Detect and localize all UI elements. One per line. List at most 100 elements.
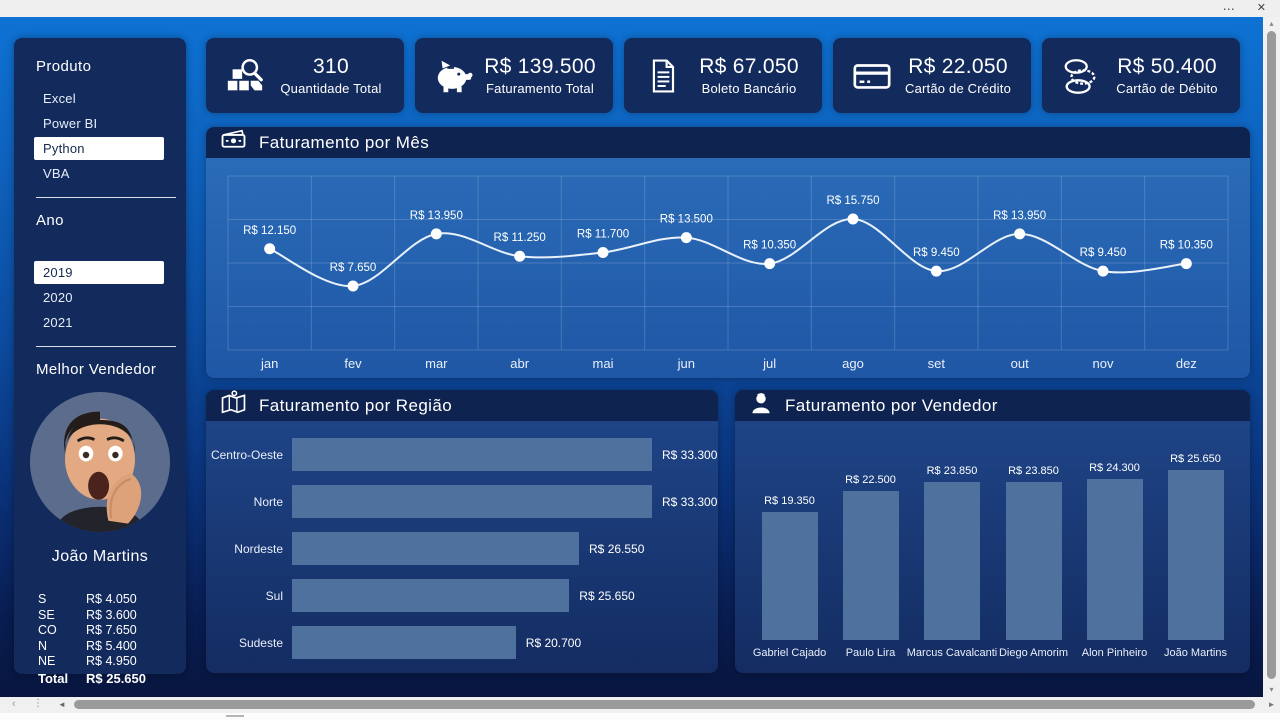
slicer-item-2020[interactable]: 2020 <box>43 290 73 305</box>
vertical-scrollbar[interactable]: ▴ ▾ <box>1263 17 1280 697</box>
bar-data-label: R$ 25.650 <box>1170 453 1221 465</box>
line-data-point[interactable] <box>680 232 692 244</box>
chevron-left-icon[interactable]: ‹ <box>12 698 16 710</box>
person-icon <box>749 391 773 420</box>
kpi-label: Cartão de Débito <box>1116 81 1218 96</box>
line-data-label: R$ 7.650 <box>330 262 377 274</box>
x-axis-tick: dez <box>1176 356 1197 371</box>
scroll-down-icon[interactable]: ▾ <box>1269 685 1274 694</box>
slicer-item-python[interactable]: Python <box>34 137 164 160</box>
panel-regiao-header: Faturamento por Região <box>206 390 718 421</box>
kpi-value: 310 <box>313 55 349 78</box>
x-axis-tick: Paulo Lira <box>845 647 896 659</box>
coins-icon <box>1058 55 1104 97</box>
scroll-up-icon[interactable]: ▴ <box>1269 19 1274 28</box>
panel-title: Faturamento por Região <box>259 395 453 415</box>
slicer-item-2019[interactable]: 2019 <box>34 261 164 284</box>
vendedor-column: R$ 23.850 Diego Amorim <box>993 465 1074 661</box>
table-row: CO R$ 7.650 <box>38 623 137 637</box>
horizontal-scrollbar[interactable]: ‹ ⋮ ◄ <box>0 697 1263 713</box>
produto-slicer: Excel Power BI Python VBA <box>34 87 186 185</box>
vendedor-bar[interactable] <box>842 490 899 640</box>
x-axis-tick: João Martins <box>1164 647 1227 659</box>
bar-data-label: R$ 33.300 <box>662 494 718 509</box>
ano-slicer: 2019 2020 2021 <box>34 261 186 334</box>
vendedor-column: R$ 19.350 Gabriel Cajado <box>749 495 830 661</box>
credit-card-icon <box>849 55 895 97</box>
bar-data-label: R$ 22.500 <box>845 473 896 486</box>
vendedor-bar[interactable] <box>761 511 818 640</box>
line-data-label: R$ 13.500 <box>660 214 713 226</box>
line-data-point[interactable] <box>1180 258 1192 270</box>
y-axis-tick: Norte <box>253 494 283 509</box>
vendedor-bar[interactable] <box>1086 478 1143 640</box>
panel-faturamento-mes: Faturamento por Mês R$ 12.150 jan R$ 7.650… <box>206 127 1250 378</box>
best-seller-avatar <box>30 392 170 532</box>
vendedor-bar[interactable] <box>1167 470 1224 640</box>
line-data-point[interactable] <box>347 280 359 292</box>
kpi-value: R$ 50.400 <box>1117 55 1217 78</box>
scroll-right-icon[interactable]: ► <box>1263 697 1280 713</box>
regiao-bar[interactable] <box>292 626 516 659</box>
horizontal-scroll-thumb[interactable] <box>74 700 1255 709</box>
bar-data-label: R$ 33.300 <box>662 447 718 462</box>
x-axis-tick: Gabriel Cajado <box>752 647 827 659</box>
x-axis-tick: mai <box>593 356 614 371</box>
scroll-left-icon[interactable]: ◄ <box>58 700 66 709</box>
line-data-label: R$ 11.250 <box>494 232 546 244</box>
line-data-point[interactable] <box>930 265 942 277</box>
kpi-value: R$ 67.050 <box>699 55 799 78</box>
sidebar-divider <box>36 346 176 347</box>
vendedor-column: R$ 25.650 João Martins <box>1155 453 1236 661</box>
produto-heading: Produto <box>36 58 92 75</box>
line-data-point[interactable] <box>597 247 609 258</box>
regiao-row: Centro-Oeste R$ 33.300 <box>206 438 718 471</box>
filter-sidebar: Produto Excel Power BI Python VBA Ano 20… <box>14 38 186 686</box>
line-data-point[interactable] <box>1014 228 1026 240</box>
vendedor-bar-chart: R$ 19.350 Gabriel Cajado R$ 22.500 Paulo Li… <box>735 421 1250 673</box>
line-data-label: R$ 9.450 <box>913 247 960 259</box>
vendedor-bar[interactable] <box>1005 481 1062 640</box>
regiao-bar-chart: Centro-Oeste R$ 33.300 Norte R$ 33.300 Norde… <box>206 421 718 673</box>
slicer-item-2021[interactable]: 2021 <box>43 315 73 330</box>
table-total-row: Total R$ 25.650 <box>38 670 146 686</box>
regiao-bar[interactable] <box>292 532 580 565</box>
kpi-value: R$ 22.050 <box>908 55 1008 78</box>
line-data-point[interactable] <box>430 228 442 240</box>
regiao-bar[interactable] <box>292 485 652 518</box>
table-row: N R$ 5.400 <box>38 638 137 653</box>
banknote-icon <box>220 128 247 157</box>
x-axis-tick: ago <box>842 356 864 371</box>
slicer-item-power-bi[interactable]: Power BI <box>43 116 98 131</box>
line-data-point[interactable] <box>764 258 776 270</box>
line-data-point[interactable] <box>1097 265 1109 277</box>
vertical-scroll-thumb[interactable] <box>1267 31 1276 679</box>
x-axis-tick: Diego Amorim <box>998 647 1069 659</box>
slicer-item-vba[interactable]: VBA <box>43 166 70 181</box>
best-seller-table: S R$ 4.050 SE R$ 3.600 CO R$ 7.650 N R$ … <box>38 592 186 686</box>
map-pin-icon <box>220 390 247 421</box>
y-axis-tick: Sul <box>265 588 283 603</box>
kpi-card-credito: R$ 22.050 Cartão de Crédito <box>833 38 1031 113</box>
line-data-point[interactable] <box>847 213 859 225</box>
regiao-bar[interactable] <box>292 579 570 612</box>
bar-data-label: R$ 25.650 <box>579 588 635 603</box>
vendedor-column: R$ 22.500 Paulo Lira <box>830 474 911 661</box>
window-more-button[interactable]: ⋯ <box>1222 1 1235 16</box>
line-data-point[interactable] <box>264 243 276 255</box>
piggy-bank-icon <box>431 55 477 97</box>
mes-line-chart: R$ 12.150 jan R$ 7.650 fev R$ 13.950 mar R$ 11… <box>227 175 1229 371</box>
line-data-point[interactable] <box>514 250 526 262</box>
melhor-vendedor-heading: Melhor Vendedor <box>36 361 157 378</box>
invoice-icon <box>640 56 686 96</box>
regiao-bar[interactable] <box>292 438 652 471</box>
bar-data-label: R$ 20.700 <box>525 635 582 650</box>
line-data-label: R$ 11.700 <box>577 229 629 241</box>
slicer-item-excel[interactable]: Excel <box>43 91 76 106</box>
panel-vendedor-header: Faturamento por Vendedor <box>735 390 1250 421</box>
vendedor-bar[interactable] <box>924 481 980 640</box>
x-axis-tick: nov <box>1093 356 1114 371</box>
window-close-button[interactable]: ✕ <box>1256 2 1266 14</box>
kpi-card-row: 310 Quantidade Total <box>206 38 1240 113</box>
